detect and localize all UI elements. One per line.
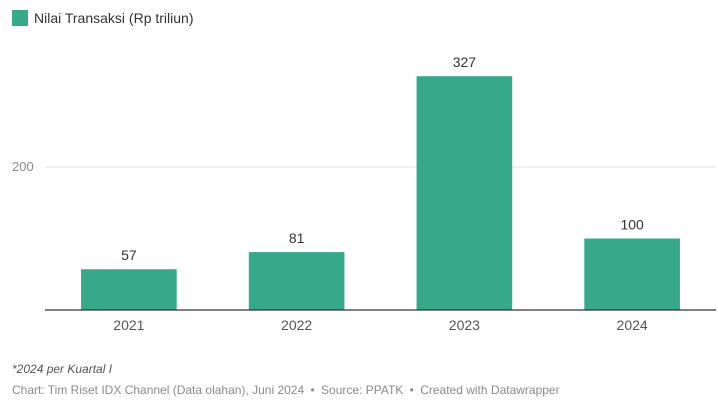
bar [248,252,345,310]
chart-footnote: *2024 per Kuartal I [12,362,113,376]
bar [81,269,177,310]
data-label: 327 [453,54,477,70]
x-tick-label: 2022 [281,317,312,333]
legend-swatch [12,10,28,26]
bar-chart: 200 57 2021 81 2022 327 2023 100 2024 [12,54,716,333]
y-tick-label: 200 [12,159,34,174]
credit-source: Source: PPATK [321,383,404,397]
credit-chart: Chart: Tim Riset IDX Channel (Data olaha… [12,383,305,397]
x-tick-label: 2021 [113,317,144,333]
credit-separator: • [310,383,315,397]
data-label: 100 [620,217,644,233]
bar [416,76,513,310]
data-label: 81 [289,230,305,246]
chart-legend: Nilai Transaksi (Rp triliun) [12,10,193,26]
legend-label: Nilai Transaksi (Rp triliun) [34,10,194,26]
credit-created: Created with Datawrapper [420,383,560,397]
data-label: 57 [121,247,137,263]
x-tick-label: 2023 [449,317,480,333]
chart-credit: Chart: Tim Riset IDX Channel (Data olaha… [12,383,560,397]
x-tick-label: 2024 [617,317,648,333]
bar [584,238,680,310]
credit-separator: • [409,383,414,397]
